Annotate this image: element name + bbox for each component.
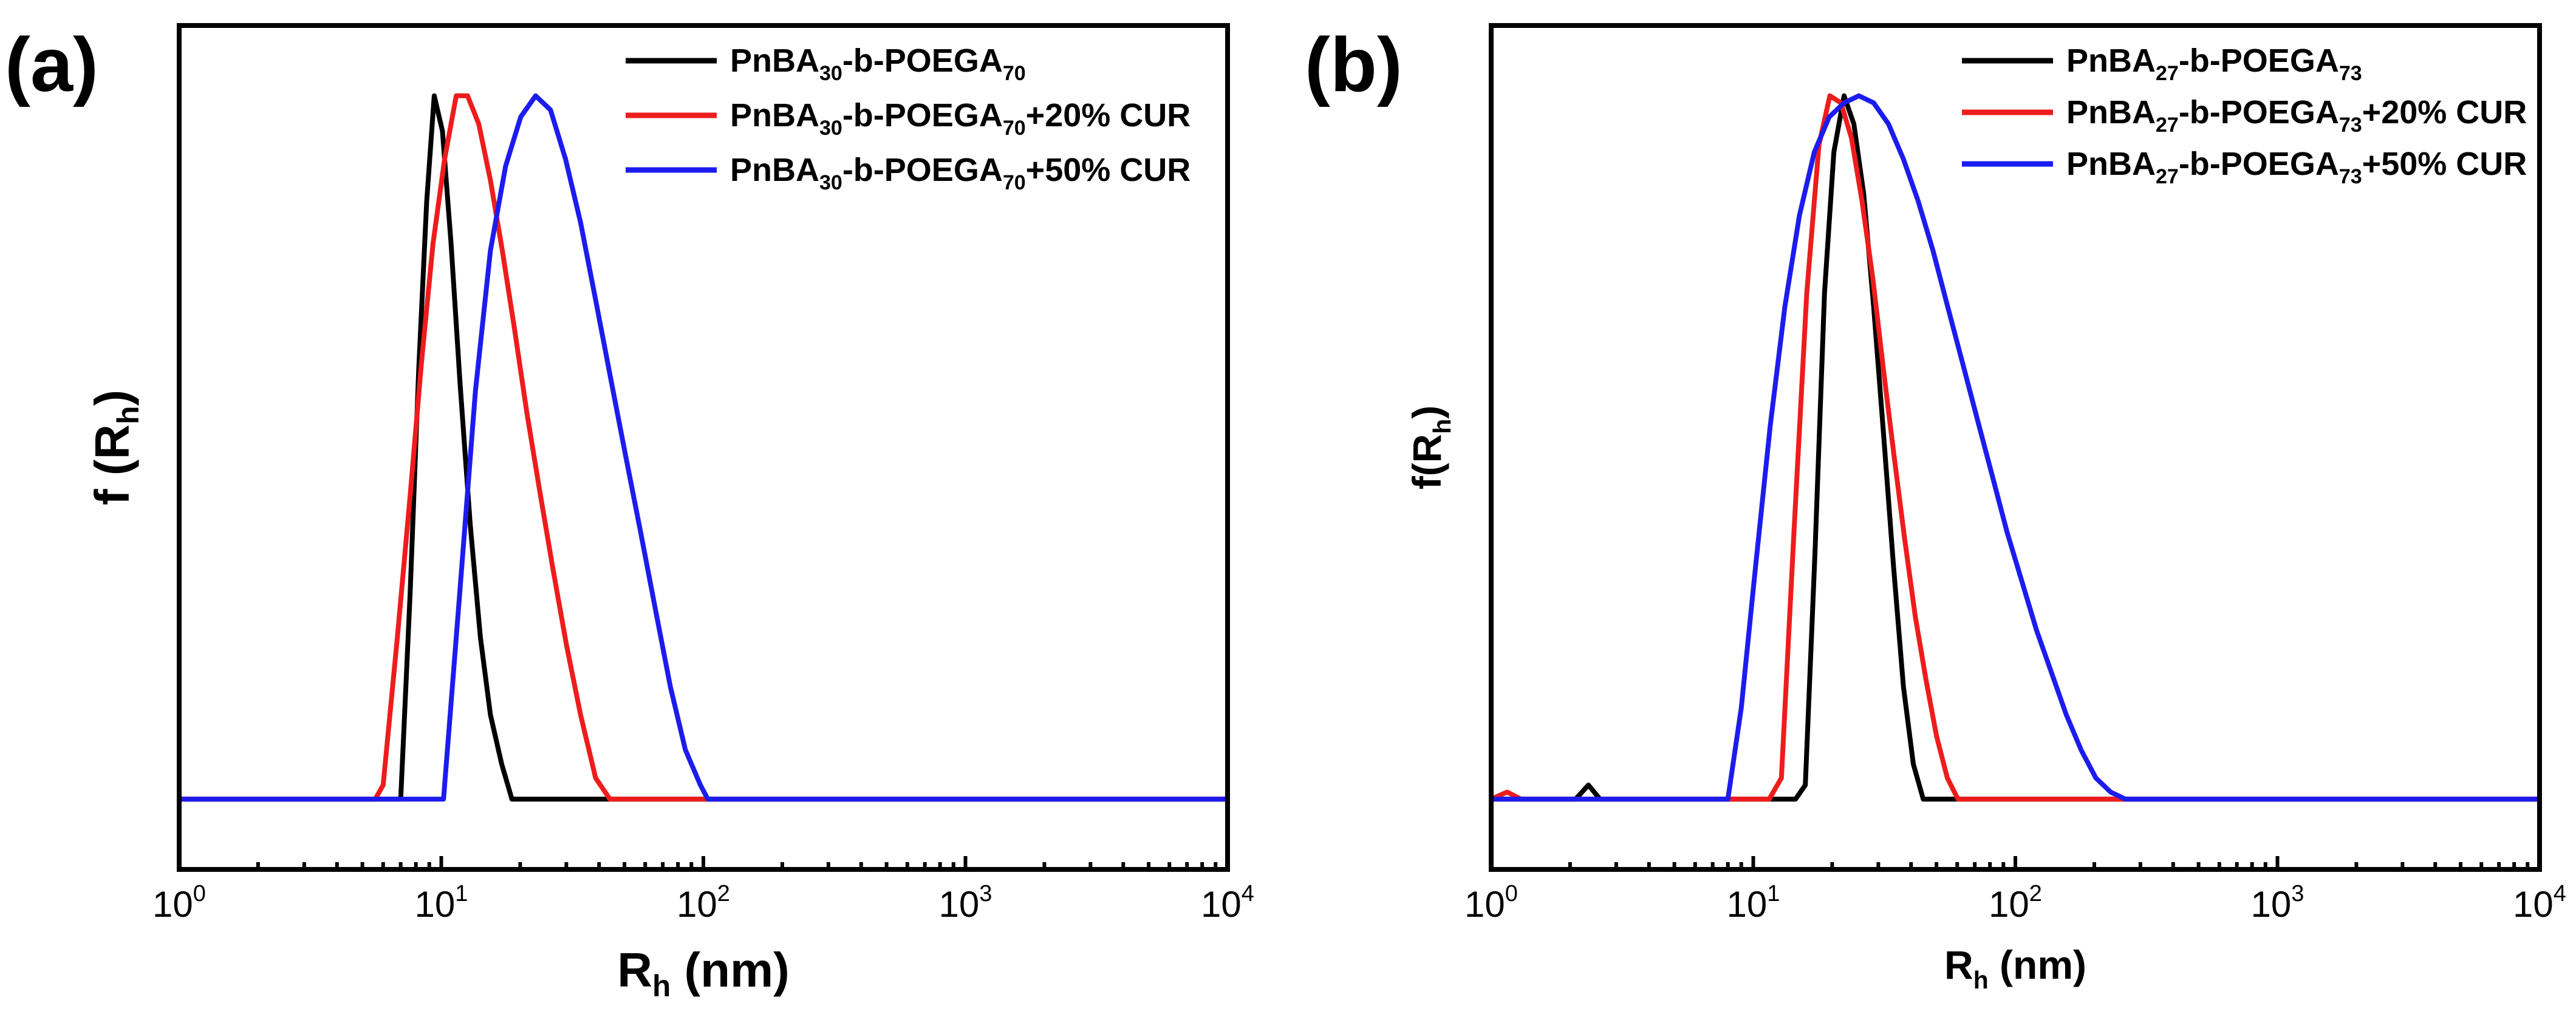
legend: PnBA27-b-POEGA73 PnBA27-b-POEGA73+20% CUR… [1962, 42, 2527, 188]
x-tick-label: 103 [939, 881, 992, 925]
plot-area [1489, 93, 2542, 802]
x-tick-label: 100 [152, 881, 206, 925]
x-tick-label: 102 [1989, 881, 2042, 925]
x-tick-label: 101 [1727, 881, 1780, 925]
x-axis-label: Rh (nm) [1944, 942, 2086, 994]
x-tick-label: 102 [677, 881, 730, 925]
series-line [1489, 93, 2542, 802]
plot-frame [177, 23, 1230, 872]
legend: PnBA30-b-POEGA70 PnBA30-b-POEGA70+20% CUR… [626, 42, 1191, 194]
legend-entry: PnBA27-b-POEGA73+20% CUR [2066, 94, 2527, 137]
panel-label: (b) [1305, 22, 1402, 107]
panel-a: (a) 100 101 102 103 104 PnBA30-b-POEGA70PnBA… [5, 22, 1254, 1003]
legend-entry: PnBA30-b-POEGA70+50% CUR [730, 152, 1191, 194]
y-axis-label: f(Rh) [1404, 406, 1456, 490]
y-axis-label: f (Rh) [85, 390, 145, 505]
x-tick-label: 104 [1201, 881, 1254, 925]
series-line [1489, 93, 2542, 802]
legend-entry: PnBA27-b-POEGA73+50% CUR [2066, 146, 2527, 188]
panel-b: (b) 100 101 102 103 104 PnBA27-b-POEGA73PnBA… [1305, 22, 2566, 994]
x-tick-label: 101 [415, 881, 468, 925]
x-tick-labels: 100 101 102 103 104 [1464, 881, 2566, 925]
legend-entry: PnBA27-b-POEGA73 [2066, 42, 2362, 85]
legend-entry: PnBA30-b-POEGA70 [730, 42, 1026, 85]
x-tick-label: 104 [2513, 881, 2566, 925]
x-tick-label: 103 [2251, 881, 2304, 925]
plot-frame [1489, 23, 2542, 872]
plot-area [177, 93, 1230, 802]
series-line [1489, 93, 2542, 802]
legend-entry: PnBA30-b-POEGA70+20% CUR [730, 97, 1191, 140]
series-line [177, 93, 1230, 802]
x-tick-label: 100 [1464, 881, 1518, 925]
x-tick-labels: 100 101 102 103 104 [152, 881, 1254, 925]
x-axis-label: Rh (nm) [617, 943, 790, 1003]
series-line [177, 93, 1230, 802]
panel-label: (a) [5, 22, 98, 107]
series-line [177, 93, 1230, 802]
